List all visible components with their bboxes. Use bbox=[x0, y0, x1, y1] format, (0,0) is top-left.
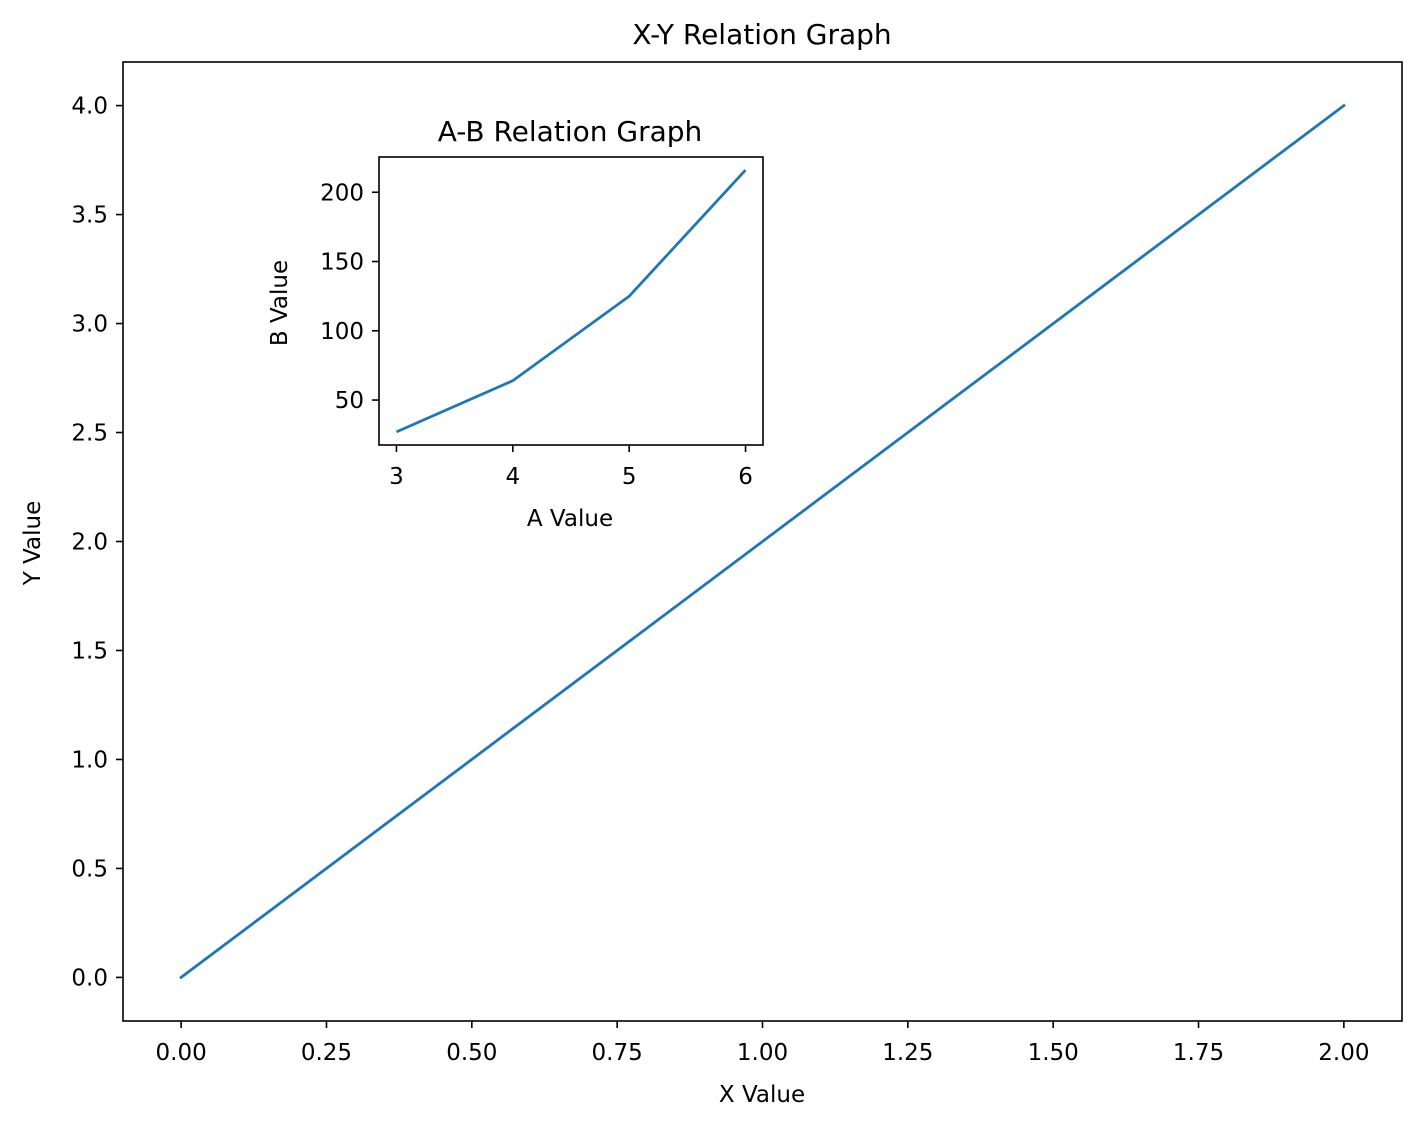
main-y-axis-label: Y Value bbox=[20, 501, 46, 587]
main-y-tick-label: 2.5 bbox=[71, 421, 108, 447]
inset-x-tick-label: 5 bbox=[622, 464, 637, 490]
main-x-tick-label: 2.00 bbox=[1318, 1040, 1369, 1066]
inset-series-line bbox=[395, 169, 747, 434]
inset-y-axis: 50 100 150 200 bbox=[320, 180, 379, 414]
main-y-tick-label: 0.0 bbox=[71, 965, 108, 991]
main-y-tick-label: 3.0 bbox=[71, 312, 108, 338]
inset-x-tick-label: 6 bbox=[738, 464, 753, 490]
main-y-tick-label: 0.5 bbox=[71, 856, 108, 882]
inset-y-tick-label: 200 bbox=[320, 180, 364, 206]
main-chart: X-Y Relation Graph 0.00 0.25 0.50 0.75 1.00 1… bbox=[20, 18, 1403, 1108]
main-y-tick-label: 4.0 bbox=[71, 94, 108, 120]
inset-x-axis: 3 4 5 6 bbox=[389, 445, 753, 490]
inset-y-tick-label: 150 bbox=[320, 250, 364, 276]
main-y-tick-label: 3.5 bbox=[71, 203, 108, 229]
main-series-line bbox=[179, 103, 1346, 980]
main-x-tick-label: 1.25 bbox=[882, 1040, 933, 1066]
inset-x-tick-label: 4 bbox=[505, 464, 520, 490]
inset-chart: A-B Relation Graph 3 4 5 6 50 100 150 200 A Va… bbox=[267, 115, 764, 532]
main-x-axis-label: X Value bbox=[719, 1082, 805, 1108]
main-x-tick-label: 1.00 bbox=[737, 1040, 788, 1066]
main-x-tick-label: 1.50 bbox=[1028, 1040, 1079, 1066]
inset-plot-frame bbox=[378, 156, 764, 446]
main-x-tick-label: 0.75 bbox=[592, 1040, 643, 1066]
main-x-tick-label: 0.00 bbox=[156, 1040, 207, 1066]
main-y-tick-label: 2.0 bbox=[71, 530, 108, 556]
main-x-axis: 0.00 0.25 0.50 0.75 1.00 1.25 1.50 1.75 2.00 bbox=[156, 1021, 1369, 1066]
main-chart-title: X-Y Relation Graph bbox=[632, 18, 891, 51]
inset-y-axis-label: B Value bbox=[267, 260, 293, 346]
main-y-tick-label: 1.5 bbox=[71, 638, 108, 664]
main-x-tick-label: 0.50 bbox=[446, 1040, 497, 1066]
inset-y-tick-label: 50 bbox=[335, 388, 364, 414]
main-x-tick-label: 0.25 bbox=[301, 1040, 352, 1066]
main-y-tick-label: 1.0 bbox=[71, 747, 108, 773]
inset-x-axis-label: A Value bbox=[527, 506, 613, 532]
inset-x-tick-label: 3 bbox=[389, 464, 404, 490]
main-x-tick-label: 1.75 bbox=[1173, 1040, 1224, 1066]
inset-chart-title: A-B Relation Graph bbox=[438, 115, 703, 148]
inset-background bbox=[379, 157, 763, 445]
inset-y-tick-label: 100 bbox=[320, 319, 364, 345]
main-y-axis: 0.0 0.5 1.0 1.5 2.0 2.5 3.0 3.5 4.0 bbox=[71, 94, 123, 991]
